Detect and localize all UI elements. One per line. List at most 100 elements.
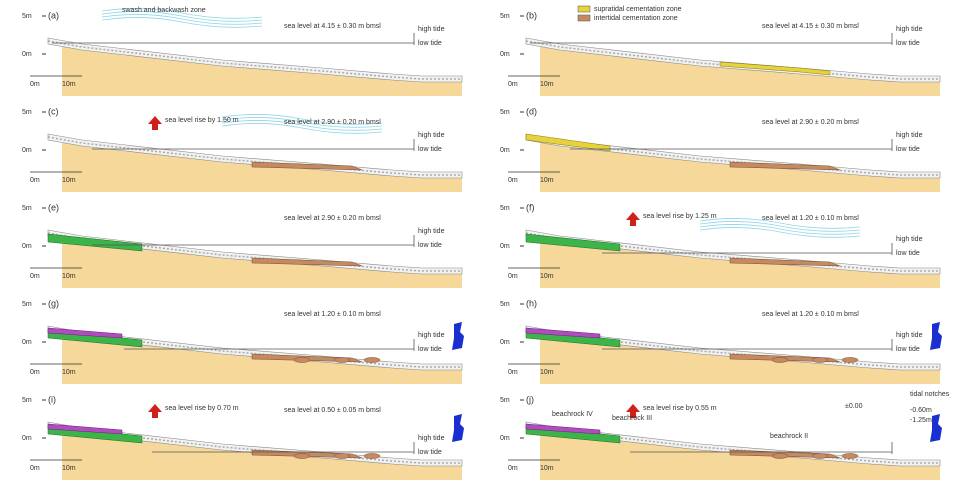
tide-label: low tide xyxy=(896,40,920,47)
axis-label: 0m xyxy=(500,243,510,250)
axis-label: 5m xyxy=(500,109,510,116)
rock xyxy=(294,358,310,363)
legend-label: supratidal cementation zone xyxy=(594,6,682,13)
tide-label: high tide xyxy=(418,26,445,33)
rise-label: sea level rise by 0.70 m xyxy=(165,405,239,412)
axis-label: 5m xyxy=(22,109,32,116)
sea-level-label: sea level at 1.20 ± 0.10 m bmsl xyxy=(762,215,859,222)
legend-label: intertidal cementation zone xyxy=(594,15,678,22)
panel-label: (g) xyxy=(48,298,59,308)
notch-label: -0.60m xyxy=(910,407,932,414)
axis-label: 5m xyxy=(22,301,32,308)
sea-level-label: sea level at 4.15 ± 0.30 m bmsl xyxy=(762,23,859,30)
tide-label: high tide xyxy=(896,332,923,339)
rock xyxy=(294,454,310,459)
sea-level-label: sea level at 2.90 ± 0.20 m bmsl xyxy=(284,215,381,222)
tide-label: low tide xyxy=(896,346,920,353)
panel-label: (j) xyxy=(526,394,534,404)
rock xyxy=(772,358,788,363)
tide-label: high tide xyxy=(418,435,445,442)
panel-label: (e) xyxy=(48,202,59,212)
panel-label: (h) xyxy=(526,298,537,308)
scale-label: 0m xyxy=(508,81,518,88)
panel-label: (d) xyxy=(526,106,537,116)
tide-label: high tide xyxy=(418,332,445,339)
rock xyxy=(842,358,858,363)
sea-level-label: sea level at 1.20 ± 0.10 m bmsl xyxy=(284,311,381,318)
tide-label: high tide xyxy=(896,132,923,139)
scale-label: 10m xyxy=(62,369,76,376)
axis-label: 0m xyxy=(22,339,32,346)
panel-label: (b) xyxy=(526,10,537,20)
axis-label: 0m xyxy=(500,435,510,442)
scale-label: 0m xyxy=(508,177,518,184)
axis-label: 0m xyxy=(22,243,32,250)
tide-label: low tide xyxy=(418,346,442,353)
tide-label: low tide xyxy=(418,146,442,153)
scale-label: 0m xyxy=(30,177,40,184)
tide-label: high tide xyxy=(896,236,923,243)
panel-label: (f) xyxy=(526,202,535,212)
sea-level-label: sea level at 4.15 ± 0.30 m bmsl xyxy=(284,23,381,30)
scale-label: 10m xyxy=(62,465,76,472)
scale-label: 10m xyxy=(540,81,554,88)
legend-swatch xyxy=(578,15,590,21)
axis-label: 5m xyxy=(500,13,510,20)
axis-label: 0m xyxy=(500,51,510,58)
scale-label: 10m xyxy=(540,273,554,280)
rise-label: sea level rise by 0.55 m xyxy=(643,405,717,412)
tide-label: high tide xyxy=(418,228,445,235)
axis-label: 0m xyxy=(22,51,32,58)
scale-label: 10m xyxy=(62,273,76,280)
figure: (a) 5m 0m 0m 10m sea level at 4.15 ± 0.30 m b… xyxy=(0,0,954,497)
axis-label: 5m xyxy=(22,13,32,20)
notch-label: tidal notches xyxy=(910,391,950,398)
panel-label: (i) xyxy=(48,394,56,404)
axis-label: 5m xyxy=(22,397,32,404)
notch-label: ±0.00 xyxy=(845,403,863,410)
beachrock-label: beachrock II xyxy=(770,433,808,440)
sea-level-label: sea level at 2.90 ± 0.20 m bmsl xyxy=(284,119,381,126)
axis-label: 0m xyxy=(22,435,32,442)
scale-label: 10m xyxy=(540,177,554,184)
scale-label: 0m xyxy=(508,465,518,472)
rock xyxy=(812,358,828,363)
scale-label: 0m xyxy=(30,465,40,472)
rock xyxy=(812,454,828,459)
panel-label: (c) xyxy=(48,106,59,116)
scale-label: 0m xyxy=(30,369,40,376)
scale-label: 0m xyxy=(508,369,518,376)
rock xyxy=(842,454,858,459)
axis-label: 5m xyxy=(22,205,32,212)
tide-label: low tide xyxy=(418,242,442,249)
axis-label: 0m xyxy=(500,147,510,154)
scale-label: 10m xyxy=(62,177,76,184)
axis-label: 0m xyxy=(22,147,32,154)
axis-label: 5m xyxy=(500,397,510,404)
tide-label: low tide xyxy=(896,146,920,153)
panel-label: (a) xyxy=(48,10,59,20)
rock xyxy=(772,454,788,459)
scale-label: 0m xyxy=(508,273,518,280)
rock xyxy=(364,358,380,363)
tide-label: high tide xyxy=(418,132,445,139)
rise-label: sea level rise by 1.50 m xyxy=(165,117,239,124)
tide-label: low tide xyxy=(418,40,442,47)
notch-label: -1.25m xyxy=(910,417,932,424)
rise-label: sea level rise by 1.25 m xyxy=(643,213,717,220)
legend-swatch xyxy=(578,6,590,12)
scale-label: 10m xyxy=(540,369,554,376)
axis-label: 5m xyxy=(500,205,510,212)
scale-label: 0m xyxy=(30,81,40,88)
sea-level-label: sea level at 0.50 ± 0.05 m bmsl xyxy=(284,407,381,414)
scale-label: 10m xyxy=(62,81,76,88)
rock xyxy=(334,358,350,363)
tide-label: high tide xyxy=(896,26,923,33)
rock xyxy=(334,454,350,459)
axis-label: 5m xyxy=(500,301,510,308)
beachrock-label: beachrock III xyxy=(612,415,652,422)
tide-label: low tide xyxy=(418,449,442,456)
sea-level-label: sea level at 1.20 ± 0.10 m bmsl xyxy=(762,311,859,318)
zone-label: swash and backwash zone xyxy=(122,7,206,14)
beachrock-label: beachrock IV xyxy=(552,411,593,418)
